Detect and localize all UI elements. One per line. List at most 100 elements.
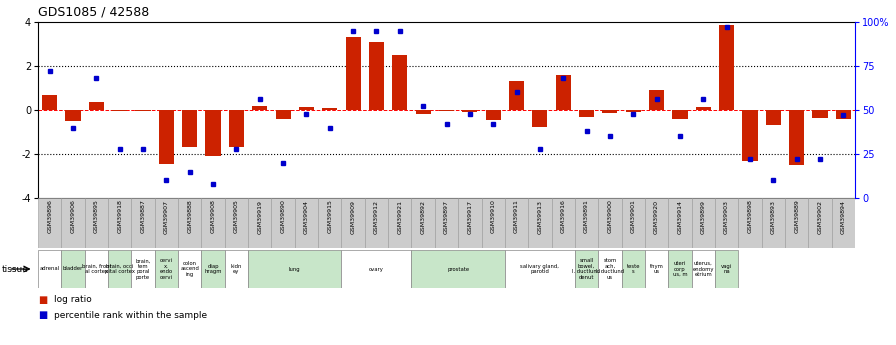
- Bar: [132, 250, 155, 288]
- Bar: [252, 106, 267, 110]
- Bar: [228, 110, 244, 147]
- Bar: [108, 250, 132, 288]
- Text: GSM39912: GSM39912: [374, 199, 379, 234]
- Bar: [715, 198, 738, 248]
- Text: stom
ach,
I. ductlund
us: stom ach, I. ductlund us: [596, 258, 624, 279]
- Bar: [622, 250, 645, 288]
- Bar: [599, 250, 622, 288]
- Text: GSM39918: GSM39918: [117, 199, 122, 233]
- Bar: [532, 110, 547, 127]
- Bar: [416, 110, 431, 115]
- Text: GSM39902: GSM39902: [817, 199, 823, 234]
- Bar: [38, 198, 61, 248]
- Text: GSM39920: GSM39920: [654, 199, 659, 234]
- Text: GDS1085 / 42588: GDS1085 / 42588: [38, 6, 150, 19]
- Text: thym
us: thym us: [650, 264, 664, 274]
- Text: GSM39915: GSM39915: [327, 199, 332, 233]
- Text: GSM39907: GSM39907: [164, 199, 168, 234]
- Bar: [575, 250, 599, 288]
- Bar: [579, 110, 594, 117]
- Text: GSM39889: GSM39889: [794, 199, 799, 233]
- Text: GSM39896: GSM39896: [47, 199, 52, 233]
- Bar: [61, 198, 85, 248]
- Text: cervi
x,
endo
cervi: cervi x, endo cervi: [159, 258, 173, 279]
- Bar: [645, 198, 668, 248]
- Bar: [159, 110, 174, 164]
- Bar: [85, 198, 108, 248]
- Text: GSM39897: GSM39897: [444, 199, 449, 234]
- Bar: [504, 250, 575, 288]
- Bar: [275, 110, 290, 119]
- Bar: [458, 198, 481, 248]
- Text: GSM39901: GSM39901: [631, 199, 636, 233]
- Text: vagi
na: vagi na: [721, 264, 732, 274]
- Bar: [202, 198, 225, 248]
- Bar: [831, 198, 855, 248]
- Bar: [38, 250, 61, 288]
- Text: GSM39888: GSM39888: [187, 199, 193, 233]
- Text: colon
ascend
ing: colon ascend ing: [180, 261, 199, 277]
- Bar: [599, 198, 622, 248]
- Bar: [813, 110, 828, 118]
- Bar: [836, 110, 851, 119]
- Bar: [61, 250, 85, 288]
- Bar: [392, 55, 408, 110]
- Text: percentile rank within the sample: percentile rank within the sample: [54, 310, 207, 319]
- Bar: [622, 198, 645, 248]
- Text: GSM39910: GSM39910: [491, 199, 495, 233]
- Bar: [529, 198, 552, 248]
- Bar: [785, 198, 808, 248]
- Bar: [486, 110, 501, 120]
- Bar: [323, 108, 338, 110]
- Text: GSM39894: GSM39894: [840, 199, 846, 234]
- Bar: [462, 110, 478, 112]
- Text: GSM39908: GSM39908: [211, 199, 216, 233]
- Bar: [202, 250, 225, 288]
- Text: GSM39891: GSM39891: [584, 199, 589, 233]
- Text: ■: ■: [38, 310, 47, 320]
- Bar: [692, 250, 715, 288]
- Bar: [89, 102, 104, 110]
- Bar: [668, 198, 692, 248]
- Bar: [341, 198, 365, 248]
- Bar: [509, 81, 524, 110]
- Bar: [645, 250, 668, 288]
- Bar: [435, 198, 458, 248]
- Bar: [743, 110, 757, 161]
- Text: GSM39919: GSM39919: [257, 199, 263, 234]
- Bar: [178, 198, 202, 248]
- Bar: [695, 107, 711, 110]
- Text: salivary gland,
parotid: salivary gland, parotid: [521, 264, 559, 274]
- Text: GSM39890: GSM39890: [280, 199, 286, 233]
- Text: GSM39916: GSM39916: [561, 199, 565, 233]
- Bar: [346, 37, 361, 110]
- Bar: [439, 110, 454, 111]
- Bar: [649, 90, 664, 110]
- Text: GSM39911: GSM39911: [514, 199, 519, 233]
- Bar: [552, 198, 575, 248]
- Bar: [248, 250, 341, 288]
- Bar: [132, 198, 155, 248]
- Bar: [155, 250, 178, 288]
- Bar: [692, 198, 715, 248]
- Bar: [602, 110, 617, 113]
- Bar: [789, 110, 805, 165]
- Bar: [178, 250, 202, 288]
- Text: GSM39909: GSM39909: [350, 199, 356, 234]
- Bar: [481, 198, 504, 248]
- Text: GSM39914: GSM39914: [677, 199, 683, 234]
- Text: GSM39895: GSM39895: [94, 199, 99, 233]
- Bar: [715, 250, 738, 288]
- Text: small
bowel,
I. ductlund
denut: small bowel, I. ductlund denut: [573, 258, 600, 279]
- Bar: [42, 95, 57, 110]
- Bar: [182, 110, 197, 147]
- Text: GSM39887: GSM39887: [141, 199, 145, 233]
- Bar: [108, 198, 132, 248]
- Bar: [155, 198, 178, 248]
- Bar: [365, 198, 388, 248]
- Text: GSM39921: GSM39921: [397, 199, 402, 234]
- Bar: [225, 250, 248, 288]
- Bar: [504, 198, 529, 248]
- Bar: [369, 42, 384, 110]
- Bar: [205, 110, 220, 156]
